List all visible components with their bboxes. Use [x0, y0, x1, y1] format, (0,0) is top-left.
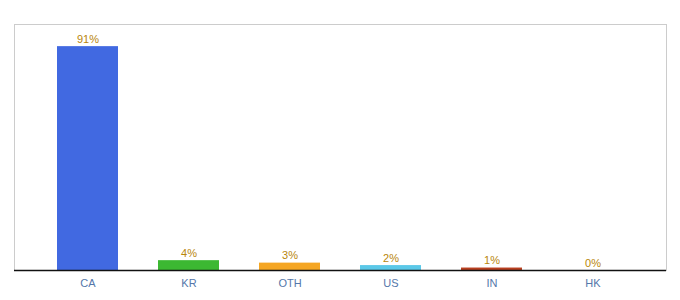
- svg-text:US: US: [383, 277, 398, 289]
- svg-text:IN: IN: [487, 277, 498, 289]
- svg-text:91%: 91%: [77, 33, 99, 45]
- svg-text:KR: KR: [181, 277, 196, 289]
- svg-text:3%: 3%: [282, 249, 298, 261]
- svg-text:CA: CA: [80, 277, 96, 289]
- svg-text:4%: 4%: [181, 247, 197, 259]
- svg-text:2%: 2%: [383, 252, 399, 264]
- svg-text:1%: 1%: [484, 254, 500, 266]
- svg-text:OTH: OTH: [278, 277, 301, 289]
- svg-text:HK: HK: [585, 277, 601, 289]
- svg-text:0%: 0%: [585, 257, 601, 269]
